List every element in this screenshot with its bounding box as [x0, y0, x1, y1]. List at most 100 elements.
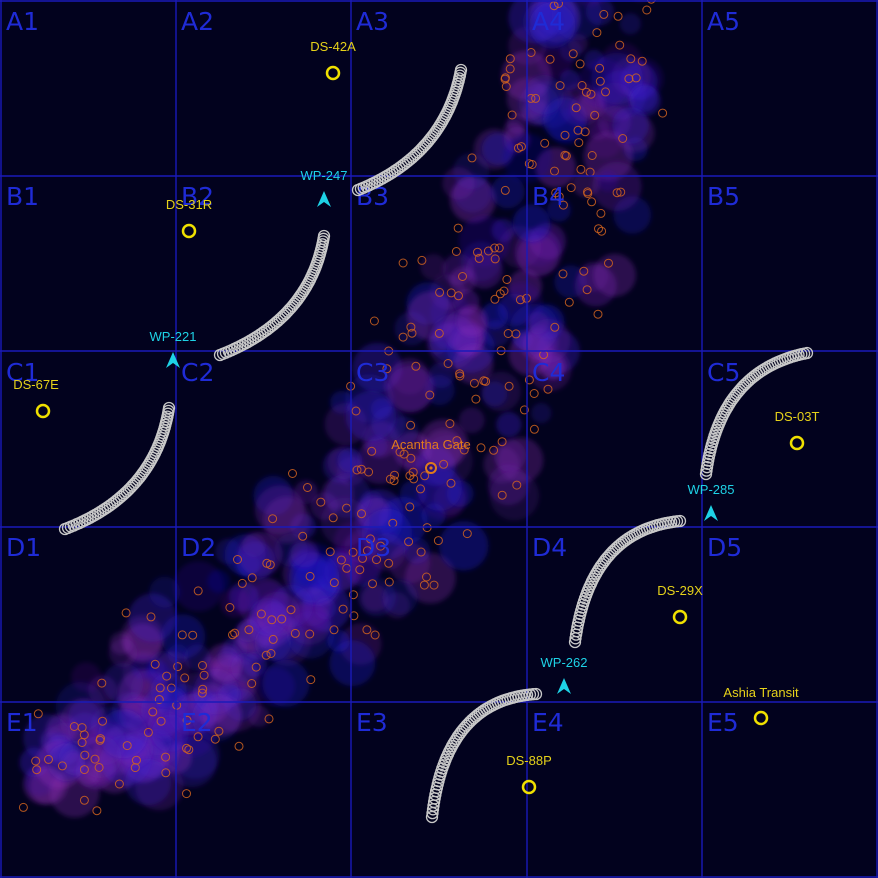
- debris-particle: [130, 763, 140, 773]
- nebula-blob: [529, 2, 576, 49]
- debris-particle: [199, 670, 209, 680]
- debris-particle: [571, 103, 581, 113]
- drop-site-ring-icon[interactable]: [521, 779, 537, 795]
- waypoint-arrow-icon[interactable]: [166, 352, 180, 368]
- debris-particle: [33, 709, 43, 719]
- waypoint-arrow-icon[interactable]: [557, 678, 571, 694]
- barrier-ring: [426, 806, 439, 820]
- debris-particle: [384, 558, 394, 568]
- debris-particle: [502, 275, 512, 284]
- debris-particle: [515, 295, 525, 305]
- debris-particle: [247, 573, 257, 583]
- nebula-blob: [320, 497, 370, 547]
- drop-site-ds-88p[interactable]: DS-88P: [506, 753, 552, 795]
- debris-particle: [329, 578, 339, 588]
- debris-particle: [288, 469, 297, 478]
- debris-particle: [77, 723, 87, 733]
- debris-particle: [121, 608, 131, 618]
- barrier-ring: [425, 810, 439, 824]
- debris-particle: [597, 226, 607, 236]
- debris-particle: [575, 59, 585, 69]
- debris-particle: [352, 465, 362, 475]
- debris-particle: [489, 445, 499, 455]
- cell-label-b2: B2: [181, 182, 214, 211]
- waypoint-arrow-icon[interactable]: [317, 191, 331, 207]
- debris-particle: [182, 743, 191, 753]
- debris-particle: [351, 406, 361, 416]
- debris-particle: [268, 634, 278, 644]
- nebula-blob: [526, 318, 571, 363]
- transit-marker-icon[interactable]: [753, 710, 769, 726]
- waypoint-label: WP-262: [541, 655, 588, 670]
- waypoint-wp-221[interactable]: WP-221: [150, 329, 197, 368]
- debris-particle: [590, 110, 600, 120]
- waypoint-arrow-icon[interactable]: [704, 505, 718, 521]
- debris-particle: [420, 471, 430, 481]
- cell-label-b1: B1: [6, 182, 39, 211]
- nebula-blob: [496, 411, 522, 438]
- barrier-ring: [753, 366, 766, 379]
- debris-particle: [500, 185, 510, 195]
- drop-site-ds-31r[interactable]: DS-31R: [166, 197, 212, 239]
- debris-particle: [637, 56, 647, 66]
- drop-sites[interactable]: DS-42A DS-31R DS-67E DS-03T DS-29X DS-88…: [13, 39, 820, 795]
- barrier-ring: [426, 803, 440, 816]
- nebula-blob: [382, 579, 418, 616]
- debris-particle: [404, 537, 414, 547]
- debris-particle: [519, 405, 529, 415]
- debris-particle: [143, 727, 153, 737]
- drop-site-ds-42a[interactable]: DS-42A: [310, 39, 356, 81]
- debris-particle: [298, 531, 308, 541]
- nebula-blob: [327, 629, 350, 652]
- nebula-blob: [577, 58, 628, 109]
- nebula-blob: [387, 365, 434, 413]
- gate-marker-icon[interactable]: [425, 462, 437, 474]
- drop-site-ring-icon[interactable]: [672, 609, 688, 625]
- debris-particle: [182, 789, 191, 799]
- nebula-blob: [296, 603, 328, 635]
- debris-particle: [576, 164, 586, 174]
- debris-particle: [479, 376, 489, 386]
- debris-particle: [507, 110, 517, 120]
- poi-acantha-gate[interactable]: Acantha Gate: [391, 437, 471, 474]
- cell-label-b4: B4: [532, 182, 565, 211]
- waypoints[interactable]: WP-247 WP-221 WP-285 WP-262: [150, 168, 735, 694]
- drop-site-ring-icon[interactable]: [789, 435, 805, 451]
- waypoint-wp-262[interactable]: WP-262: [541, 655, 588, 694]
- debris-particle: [529, 424, 539, 434]
- debris-particle: [411, 361, 421, 371]
- debris-particle: [268, 514, 278, 524]
- debris-particle: [316, 497, 326, 507]
- debris-particle: [612, 188, 622, 198]
- drop-site-ring-icon[interactable]: [181, 223, 197, 239]
- debris-particle: [501, 82, 511, 91]
- points-of-interest[interactable]: Acantha Gate Ashia Transit: [391, 437, 799, 726]
- nebula-blob: [263, 496, 311, 544]
- debris-particle: [593, 309, 603, 319]
- debris-particle: [462, 529, 472, 539]
- drop-site-ring-icon[interactable]: [325, 65, 341, 81]
- nebula-blob: [151, 714, 189, 752]
- poi-ashia-transit[interactable]: Ashia Transit: [723, 685, 799, 726]
- debris-particle: [395, 447, 405, 457]
- debris-particle: [265, 560, 275, 570]
- barrier-ring: [475, 705, 489, 718]
- debris-particle: [516, 142, 526, 152]
- drop-site-ring-icon[interactable]: [35, 403, 51, 419]
- debris-particle: [230, 628, 240, 638]
- debris-particle: [500, 73, 510, 83]
- drop-site-ds-29x[interactable]: DS-29X: [657, 583, 703, 625]
- cell-label-c4: C4: [532, 358, 565, 387]
- drop-site-ds-67e[interactable]: DS-67E: [13, 377, 59, 419]
- waypoint-wp-247[interactable]: WP-247: [301, 168, 348, 207]
- debris-particle: [505, 64, 515, 74]
- barrier-ring: [351, 183, 365, 197]
- debris-particle: [439, 459, 449, 469]
- waypoint-wp-285[interactable]: WP-285: [688, 482, 735, 521]
- debris-particle: [587, 151, 597, 160]
- drop-site-ds-03t[interactable]: DS-03T: [775, 409, 820, 451]
- barrier-arc: [213, 229, 331, 362]
- nebula-blob: [491, 174, 525, 209]
